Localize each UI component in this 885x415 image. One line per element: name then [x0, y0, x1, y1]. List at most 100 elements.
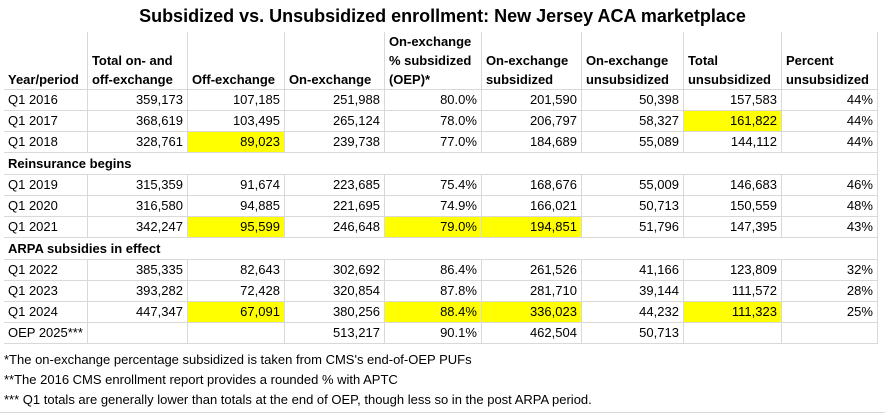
table-cell: 123,809	[683, 259, 782, 281]
table-cell: 320,854	[284, 280, 385, 302]
table-cell: 239,738	[284, 131, 385, 153]
period-cell: Q1 2022	[4, 259, 88, 281]
table-cell: 447,347	[87, 301, 188, 323]
period-cell: Q1 2021	[4, 216, 88, 238]
table-cell	[683, 322, 782, 344]
table-row: Q1 2016 359,173 107,185 251,988 80.0% 201,590…	[4, 89, 878, 111]
section-label: ARPA subsidies in effect	[4, 237, 878, 260]
table-row: Q1 2023 393,282 72,428 320,854 87.8% 281,710 3…	[4, 280, 878, 302]
table-cell: 82,643	[187, 259, 285, 281]
table-cell: 221,695	[284, 195, 385, 217]
table-cell: 94,885	[187, 195, 285, 217]
table-cell: 223,685	[284, 174, 385, 196]
table-cell: 89,023	[187, 131, 285, 153]
table-cell: 39,144	[581, 280, 684, 302]
table-cell: 462,504	[481, 322, 582, 344]
table-cell: 44%	[781, 131, 878, 153]
header-cell-total-unsubsidized: Total unsubsidized	[683, 32, 782, 90]
table-cell: 359,173	[87, 89, 188, 111]
table-cell: 168,676	[481, 174, 582, 196]
table-cell: 103,495	[187, 110, 285, 132]
table-cell: 316,580	[87, 195, 188, 217]
table-cell: 50,398	[581, 89, 684, 111]
table-cell: 41,166	[581, 259, 684, 281]
table-cell: 44,232	[581, 301, 684, 323]
table-cell: 201,590	[481, 89, 582, 111]
table-cell: 90.1%	[384, 322, 482, 344]
header-cell-on-exchange: On-exchange	[284, 32, 385, 90]
period-cell: Q1 2023	[4, 280, 88, 302]
table-cell: 55,089	[581, 131, 684, 153]
table-cell	[187, 322, 285, 344]
table-cell: 44%	[781, 110, 878, 132]
table-cell: 50,713	[581, 322, 684, 344]
table-cell: 150,559	[683, 195, 782, 217]
period-cell: Q1 2019	[4, 174, 88, 196]
table-cell: 67,091	[187, 301, 285, 323]
table-cell: 246,648	[284, 216, 385, 238]
table-cell: 380,256	[284, 301, 385, 323]
table-cell: 87.8%	[384, 280, 482, 302]
table-row: Q1 2017 368,619 103,495 265,124 78.0% 206,797…	[4, 110, 878, 132]
table-cell: 385,335	[87, 259, 188, 281]
header-cell-pct-unsubsidized: Percent unsubsidized	[781, 32, 878, 90]
header-cell-period: Year/period	[4, 32, 88, 90]
section-label: Reinsurance begins	[4, 152, 878, 175]
period-cell: Q1 2016	[4, 89, 88, 111]
header-cell-off-exchange: Off-exchange	[187, 32, 285, 90]
table-row: Q1 2021 342,247 95,599 246,648 79.0% 194,851 5…	[4, 216, 878, 238]
table-cell: 328,761	[87, 131, 188, 153]
table-cell: 91,674	[187, 174, 285, 196]
table-cell: 78.0%	[384, 110, 482, 132]
table-row: Q1 2022 385,335 82,643 302,692 86.4% 261,526 4…	[4, 259, 878, 281]
table-cell: 75.4%	[384, 174, 482, 196]
table-cell: 315,359	[87, 174, 188, 196]
enrollment-table: Year/period Total on- and off-exchange O…	[4, 32, 878, 344]
table-cell: 77.0%	[384, 131, 482, 153]
header-cell-total: Total on- and off-exchange	[87, 32, 188, 90]
table-cell: 111,323	[683, 301, 782, 323]
table-cell: 513,217	[284, 322, 385, 344]
table-cell: 95,599	[187, 216, 285, 238]
table-cell: 44%	[781, 89, 878, 111]
table-cell: 157,583	[683, 89, 782, 111]
footnote: *The on-exchange percentage subsidized i…	[4, 352, 472, 367]
table-cell: 79.0%	[384, 216, 482, 238]
table-cell: 50,713	[581, 195, 684, 217]
period-cell: Q1 2024	[4, 301, 88, 323]
table-row: Q1 2020 316,580 94,885 221,695 74.9% 166,021 5…	[4, 195, 878, 217]
period-cell: Q1 2020	[4, 195, 88, 217]
table-cell: 161,822	[683, 110, 782, 132]
table-row: Q1 2019 315,359 91,674 223,685 75.4% 168,676 5…	[4, 174, 878, 196]
table-cell: 261,526	[481, 259, 582, 281]
table-cell: 393,282	[87, 280, 188, 302]
table-cell	[781, 322, 878, 344]
table-cell: 32%	[781, 259, 878, 281]
table-cell: 28%	[781, 280, 878, 302]
table-cell: 342,247	[87, 216, 188, 238]
table-cell: 111,572	[683, 280, 782, 302]
footnote: **The 2016 CMS enrollment report provide…	[4, 372, 398, 387]
table-cell: 206,797	[481, 110, 582, 132]
table-cell: 25%	[781, 301, 878, 323]
table-cell: 281,710	[481, 280, 582, 302]
section-row: ARPA subsidies in effect	[4, 237, 878, 260]
table-cell: 43%	[781, 216, 878, 238]
grid-bottom-line	[0, 412, 885, 413]
footnotes: *The on-exchange percentage subsidized i…	[4, 350, 592, 410]
table-cell: 147,395	[683, 216, 782, 238]
table-cell: 302,692	[284, 259, 385, 281]
table-cell: 72,428	[187, 280, 285, 302]
table-cell: 265,124	[284, 110, 385, 132]
table-row: Q1 2018 328,761 89,023 239,738 77.0% 184,689 5…	[4, 131, 878, 153]
section-row: Reinsurance begins	[4, 152, 878, 175]
table-cell: 58,327	[581, 110, 684, 132]
header-cell-pct-subsidized: On-exchange % subsidized (OEP)*	[384, 32, 482, 90]
period-cell: Q1 2017	[4, 110, 88, 132]
table-cell: 146,683	[683, 174, 782, 196]
period-cell: Q1 2018	[4, 131, 88, 153]
table-cell: 184,689	[481, 131, 582, 153]
table-cell: 48%	[781, 195, 878, 217]
header-cell-unsubsidized: On-exchange unsubsidized	[581, 32, 684, 90]
